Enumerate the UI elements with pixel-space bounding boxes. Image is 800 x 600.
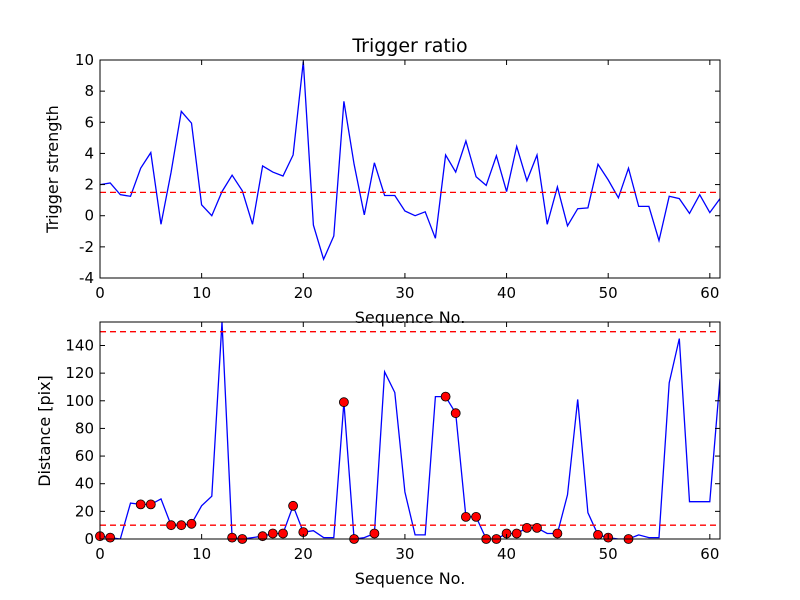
- x-tick-label: 0: [95, 284, 105, 302]
- y-tick-label: 100: [65, 392, 94, 410]
- data-point-marker: [532, 523, 542, 533]
- data-point-marker: [511, 528, 522, 539]
- x-axis-label: Sequence No.: [355, 308, 466, 327]
- y-tick-label: 4: [84, 144, 94, 162]
- y-tick-label: -2: [79, 238, 94, 256]
- chart-title: Trigger ratio: [351, 35, 467, 57]
- data-point-marker: [176, 520, 187, 531]
- data-point-marker: [105, 532, 116, 543]
- x-tick-label: 0: [95, 545, 105, 563]
- axes-frame: [99, 59, 721, 279]
- x-tick-label: 50: [599, 284, 618, 302]
- data-point-marker: [593, 530, 603, 540]
- y-tick-label: 20: [75, 502, 94, 520]
- data-point-marker: [522, 523, 532, 533]
- data-point-marker: [440, 391, 451, 402]
- data-point-marker: [288, 500, 299, 511]
- y-tick-label: -4: [79, 269, 94, 287]
- x-tick-label: 20: [294, 545, 313, 563]
- x-tick-label: 60: [700, 545, 719, 563]
- axes-frame: [99, 321, 721, 540]
- x-tick-label: 20: [294, 284, 313, 302]
- data-point-marker: [267, 528, 278, 539]
- y-tick-label: 0: [84, 207, 94, 225]
- y-tick-label: 8: [84, 82, 94, 100]
- y-tick-label: 140: [65, 336, 94, 354]
- y-tick-label: 2: [84, 176, 94, 194]
- series-line: [100, 61, 720, 262]
- data-point-marker: [450, 408, 461, 419]
- y-axis-label: Trigger strength: [43, 105, 62, 234]
- y-tick-label: 6: [84, 113, 94, 131]
- x-axis-label: Sequence No.: [355, 569, 466, 588]
- data-point-marker: [186, 518, 197, 529]
- x-tick-label: 10: [192, 284, 211, 302]
- data-point-marker: [552, 528, 563, 539]
- data-point-marker: [338, 397, 349, 408]
- y-tick-label: 40: [75, 475, 94, 493]
- x-tick-label: 30: [395, 284, 414, 302]
- data-point-marker: [278, 528, 288, 539]
- data-point-marker: [166, 520, 177, 531]
- x-tick-label: 40: [497, 545, 516, 563]
- y-axis-label: Distance [pix]: [35, 375, 54, 487]
- x-tick-label: 50: [599, 545, 618, 563]
- y-tick-label: 80: [75, 419, 94, 437]
- y-tick-label: 60: [75, 447, 94, 465]
- x-tick-label: 60: [700, 284, 719, 302]
- x-tick-label: 40: [497, 284, 516, 302]
- plot-area: [100, 61, 720, 262]
- data-point-marker: [460, 512, 471, 522]
- data-point-marker: [227, 532, 238, 543]
- data-point-marker: [135, 499, 146, 510]
- distance-plot: Distance [pix] Sequence No. 0 10 20 30 40 50 6…: [35, 321, 721, 588]
- data-point-marker: [471, 512, 482, 522]
- y-tick-label: 0: [84, 530, 94, 548]
- x-tick-label: 10: [192, 545, 211, 563]
- data-point-marker: [145, 499, 156, 510]
- y-tick-label: 10: [75, 51, 94, 69]
- trigger-ratio-plot: Trigger ratio Trigger strength Sequence …: [43, 35, 721, 327]
- data-point-marker: [257, 531, 268, 542]
- data-point-marker: [369, 528, 380, 539]
- y-tick-label: 120: [65, 364, 94, 382]
- x-tick-label: 30: [395, 545, 414, 563]
